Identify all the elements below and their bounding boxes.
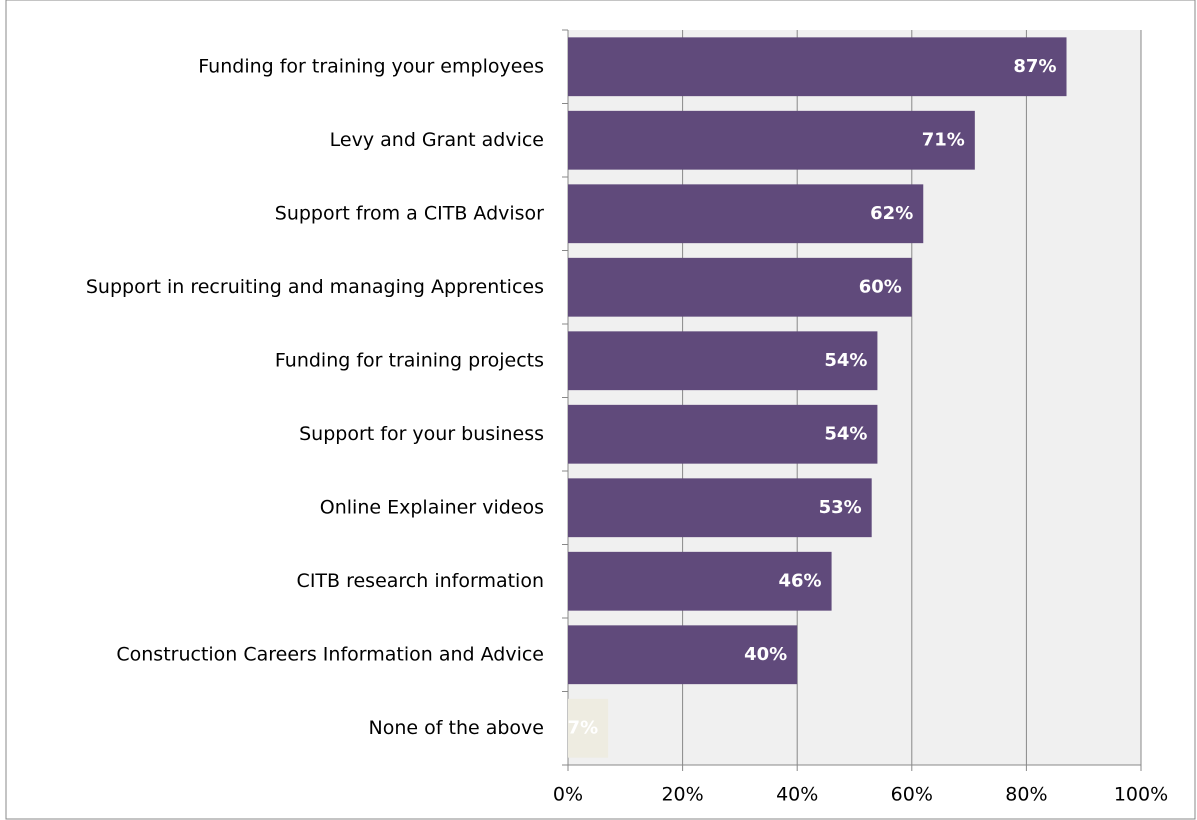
x-tick-label: 40% <box>776 784 818 806</box>
bar <box>568 404 878 464</box>
x-tick-label: 0% <box>553 784 583 806</box>
value-label: 54% <box>824 350 867 371</box>
y-tick-label: Support for your business <box>299 423 544 445</box>
x-tick-label: 100% <box>1114 784 1168 806</box>
y-tick-label: Support from a CITB Advisor <box>275 202 544 224</box>
bar <box>568 331 878 391</box>
x-tick-label: 60% <box>891 784 933 806</box>
bar <box>568 698 609 758</box>
y-tick-label: Online Explainer videos <box>320 496 544 518</box>
value-label: 62% <box>870 203 913 224</box>
y-tick-label: Support in recruiting and managing Appre… <box>86 276 544 298</box>
value-label: 53% <box>819 497 862 518</box>
bar <box>568 110 975 170</box>
bar <box>568 257 912 317</box>
value-label: 71% <box>922 129 965 150</box>
bar <box>568 37 1067 97</box>
bar <box>568 625 798 685</box>
y-tick-label: Funding for training projects <box>275 349 544 371</box>
value-label: 60% <box>859 276 902 297</box>
value-label: 46% <box>778 570 821 591</box>
y-tick-label: Construction Careers Information and Adv… <box>116 643 544 665</box>
y-tick-label: Funding for training your employees <box>198 55 544 77</box>
bar <box>568 478 872 538</box>
value-label: 87% <box>1013 56 1056 77</box>
bar <box>568 551 832 611</box>
x-tick-label: 80% <box>1005 784 1047 806</box>
y-tick-label: Levy and Grant advice <box>330 129 544 151</box>
value-label: 54% <box>824 423 867 444</box>
y-tick-label: None of the above <box>369 717 544 739</box>
value-label: 7% <box>568 717 599 738</box>
bar <box>568 184 924 244</box>
x-tick-label: 20% <box>661 784 703 806</box>
value-label: 40% <box>744 644 787 665</box>
y-tick-label: CITB research information <box>297 570 544 592</box>
